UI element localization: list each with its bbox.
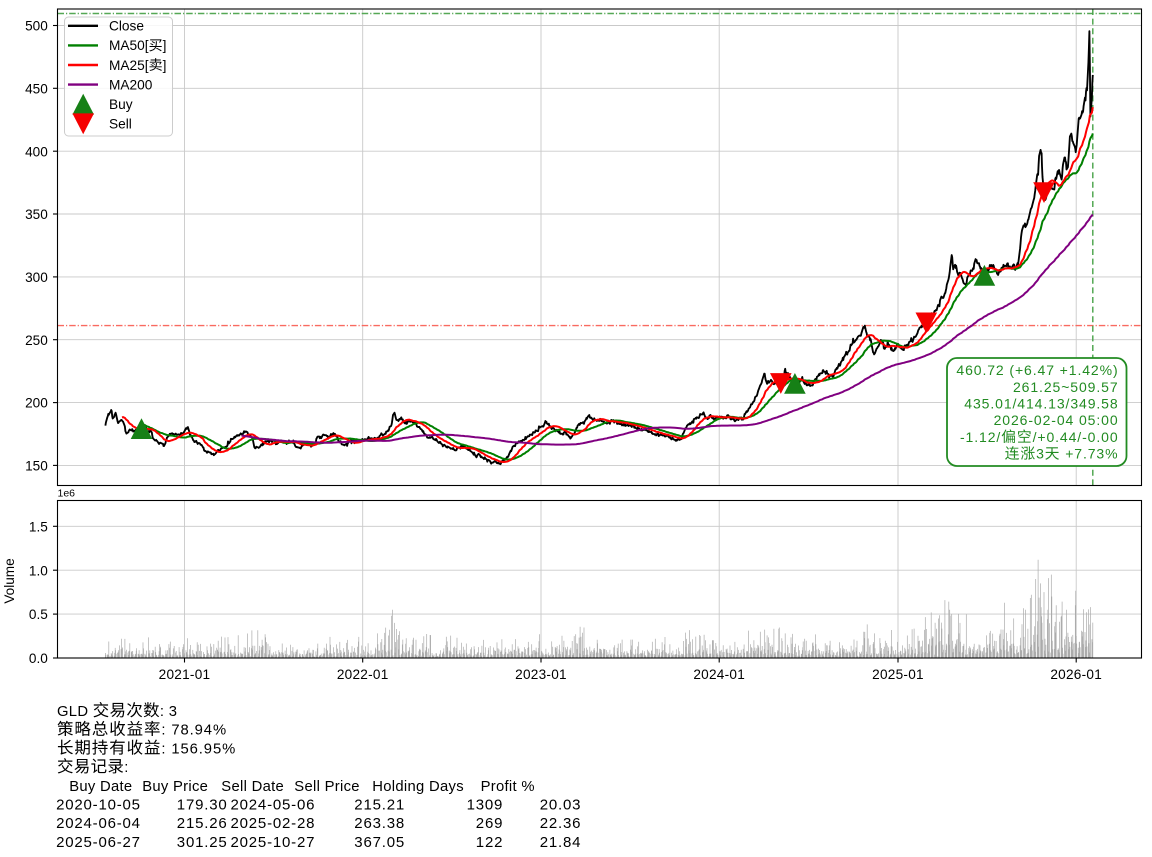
- svg-text:Sell Price: Sell Price: [294, 779, 360, 795]
- svg-text:1e6: 1e6: [58, 488, 76, 500]
- svg-text:300: 300: [25, 270, 48, 285]
- svg-text:1.0: 1.0: [29, 563, 48, 578]
- svg-text:Sell: Sell: [109, 117, 132, 132]
- svg-text:1.5: 1.5: [29, 519, 48, 534]
- svg-text:2022-01: 2022-01: [337, 667, 389, 682]
- svg-text:3: 3: [1036, 446, 1045, 462]
- svg-text:2024-06-04: 2024-06-04: [56, 815, 141, 832]
- svg-text:450: 450: [25, 81, 48, 96]
- svg-text:20.03: 20.03: [540, 797, 582, 814]
- svg-text:263.38: 263.38: [354, 815, 405, 832]
- svg-text:460.72 (+6.47 +1.42%): 460.72 (+6.47 +1.42%): [956, 362, 1118, 378]
- svg-text:Holding Days: Holding Days: [372, 779, 464, 795]
- svg-text:Profit %: Profit %: [481, 779, 535, 795]
- svg-text:-1.12/: -1.12/: [960, 429, 1001, 445]
- svg-text:367.05: 367.05: [354, 834, 405, 851]
- svg-text:+7.73%: +7.73%: [1065, 446, 1118, 462]
- svg-text:2023-01: 2023-01: [515, 667, 567, 682]
- svg-text:350: 350: [25, 207, 48, 222]
- svg-text:]: ]: [163, 58, 167, 73]
- svg-text:2025-10-27: 2025-10-27: [231, 834, 316, 851]
- svg-text:: 78.94%: : 78.94%: [161, 723, 227, 739]
- svg-text:2025-06-27: 2025-06-27: [56, 834, 141, 851]
- svg-text:2025-02-28: 2025-02-28: [231, 815, 316, 832]
- svg-text:Buy Price: Buy Price: [142, 779, 208, 795]
- svg-text:435.01/414.13/349.58: 435.01/414.13/349.58: [964, 396, 1118, 412]
- svg-text:0.5: 0.5: [29, 607, 48, 622]
- svg-text:261.25~509.57: 261.25~509.57: [1013, 379, 1119, 395]
- svg-text:500: 500: [25, 19, 48, 34]
- svg-text:Buy: Buy: [109, 97, 133, 112]
- svg-text:2021-01: 2021-01: [159, 667, 211, 682]
- svg-text:269: 269: [476, 815, 503, 832]
- svg-text:MA25[: MA25[: [109, 58, 149, 73]
- svg-text:/+0.44/-0.00: /+0.44/-0.00: [1033, 429, 1119, 445]
- svg-text:250: 250: [25, 333, 48, 348]
- svg-text:Sell Date: Sell Date: [221, 779, 284, 795]
- svg-text:0.0: 0.0: [29, 651, 48, 666]
- svg-text:200: 200: [25, 396, 48, 411]
- svg-text:215.21: 215.21: [354, 797, 405, 814]
- svg-text:Volume: Volume: [2, 558, 17, 603]
- svg-text:150: 150: [25, 459, 48, 474]
- svg-text:179.30: 179.30: [177, 797, 228, 814]
- svg-text:2024-05-06: 2024-05-06: [231, 797, 316, 814]
- svg-text:301.25: 301.25: [177, 834, 228, 851]
- svg-text:MA50[: MA50[: [109, 38, 149, 53]
- svg-text:: 156.95%: : 156.95%: [161, 741, 236, 757]
- svg-text:400: 400: [25, 144, 48, 159]
- svg-text:Close: Close: [109, 19, 144, 34]
- svg-text:]: ]: [163, 38, 167, 53]
- svg-text:GLD: GLD: [57, 704, 88, 720]
- svg-text:2024-01: 2024-01: [693, 667, 745, 682]
- svg-text:2026-01: 2026-01: [1050, 667, 1102, 682]
- svg-text:MA200: MA200: [109, 77, 153, 92]
- svg-text:22.36: 22.36: [540, 815, 582, 832]
- svg-text:: 3: : 3: [160, 704, 177, 720]
- svg-text::: :: [124, 760, 128, 776]
- svg-text:Buy Date: Buy Date: [69, 779, 132, 795]
- svg-text:2026-02-04 05:00: 2026-02-04 05:00: [994, 412, 1119, 428]
- svg-text:215.26: 215.26: [177, 815, 228, 832]
- svg-text:1309: 1309: [467, 797, 504, 814]
- svg-text:21.84: 21.84: [540, 834, 582, 851]
- svg-text:2025-01: 2025-01: [872, 667, 924, 682]
- svg-text:122: 122: [476, 834, 503, 851]
- svg-text:2020-10-05: 2020-10-05: [56, 797, 141, 814]
